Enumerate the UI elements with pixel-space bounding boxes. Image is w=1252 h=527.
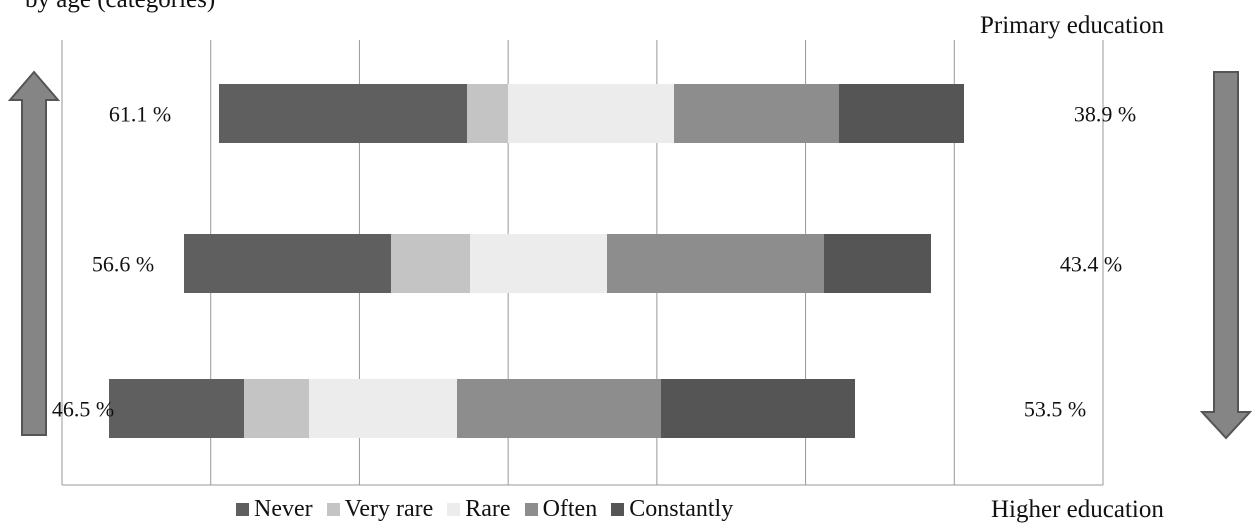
- legend-swatch: [447, 503, 461, 516]
- bar-segment-constantly: [839, 84, 964, 143]
- legend-swatch: [236, 503, 249, 516]
- chart-legend: Never Very rare Rare Often Constantly: [236, 496, 747, 523]
- right-percent-label: 53.5 %: [1024, 397, 1086, 422]
- legend-item-constantly: Constantly: [611, 496, 733, 523]
- down-arrow-icon: [1199, 71, 1252, 440]
- bar-segment-never: [109, 379, 244, 438]
- caption-higher-education: Higher education: [991, 496, 1164, 523]
- bar-segment-very-rare: [244, 379, 309, 438]
- bar-segment-often: [607, 234, 824, 293]
- bar-segment-often: [457, 379, 661, 438]
- bar-segment-very-rare: [391, 234, 470, 293]
- bar-segment-rare: [309, 379, 457, 438]
- legend-swatch: [611, 503, 625, 516]
- caption-primary-education: Primary education: [980, 12, 1164, 39]
- bar-segment-rare: [508, 84, 674, 143]
- legend-label: Constantly: [629, 496, 734, 522]
- legend-label: Rare: [465, 496, 511, 522]
- bar-segment-rare: [470, 234, 607, 293]
- legend-label: Very rare: [344, 496, 434, 522]
- bar-segment-constantly: [661, 379, 855, 438]
- bar-segment-often: [674, 84, 839, 143]
- legend-item-very-rare: Very rare: [326, 496, 434, 523]
- left-percent-label: 56.6 %: [92, 252, 154, 277]
- right-percent-label: 38.9 %: [1074, 102, 1136, 127]
- legend-label: Often: [542, 496, 598, 522]
- legend-item-never: Never: [236, 496, 313, 523]
- bars-group: [109, 84, 964, 438]
- legend-label: Never: [254, 496, 313, 522]
- left-percent-label: 46.5 %: [52, 397, 114, 422]
- legend-item-often: Often: [524, 496, 598, 523]
- up-arrow-icon: [7, 70, 61, 436]
- partial-top-caption: by age (categories): [25, 0, 215, 14]
- legend-item-rare: Rare: [447, 496, 511, 523]
- bar-segment-never: [184, 234, 391, 293]
- left-percent-label: 61.1 %: [109, 102, 171, 127]
- value-labels: 61.1 % 56.6 % 46.5 % 38.9 % 43.4 % 53.5 %: [52, 102, 1136, 422]
- legend-swatch: [326, 503, 340, 516]
- bar-segment-never: [219, 84, 467, 143]
- bar-segment-constantly: [824, 234, 931, 293]
- right-percent-label: 43.4 %: [1060, 252, 1122, 277]
- legend-swatch: [524, 503, 538, 516]
- bar-segment-very-rare: [467, 84, 508, 143]
